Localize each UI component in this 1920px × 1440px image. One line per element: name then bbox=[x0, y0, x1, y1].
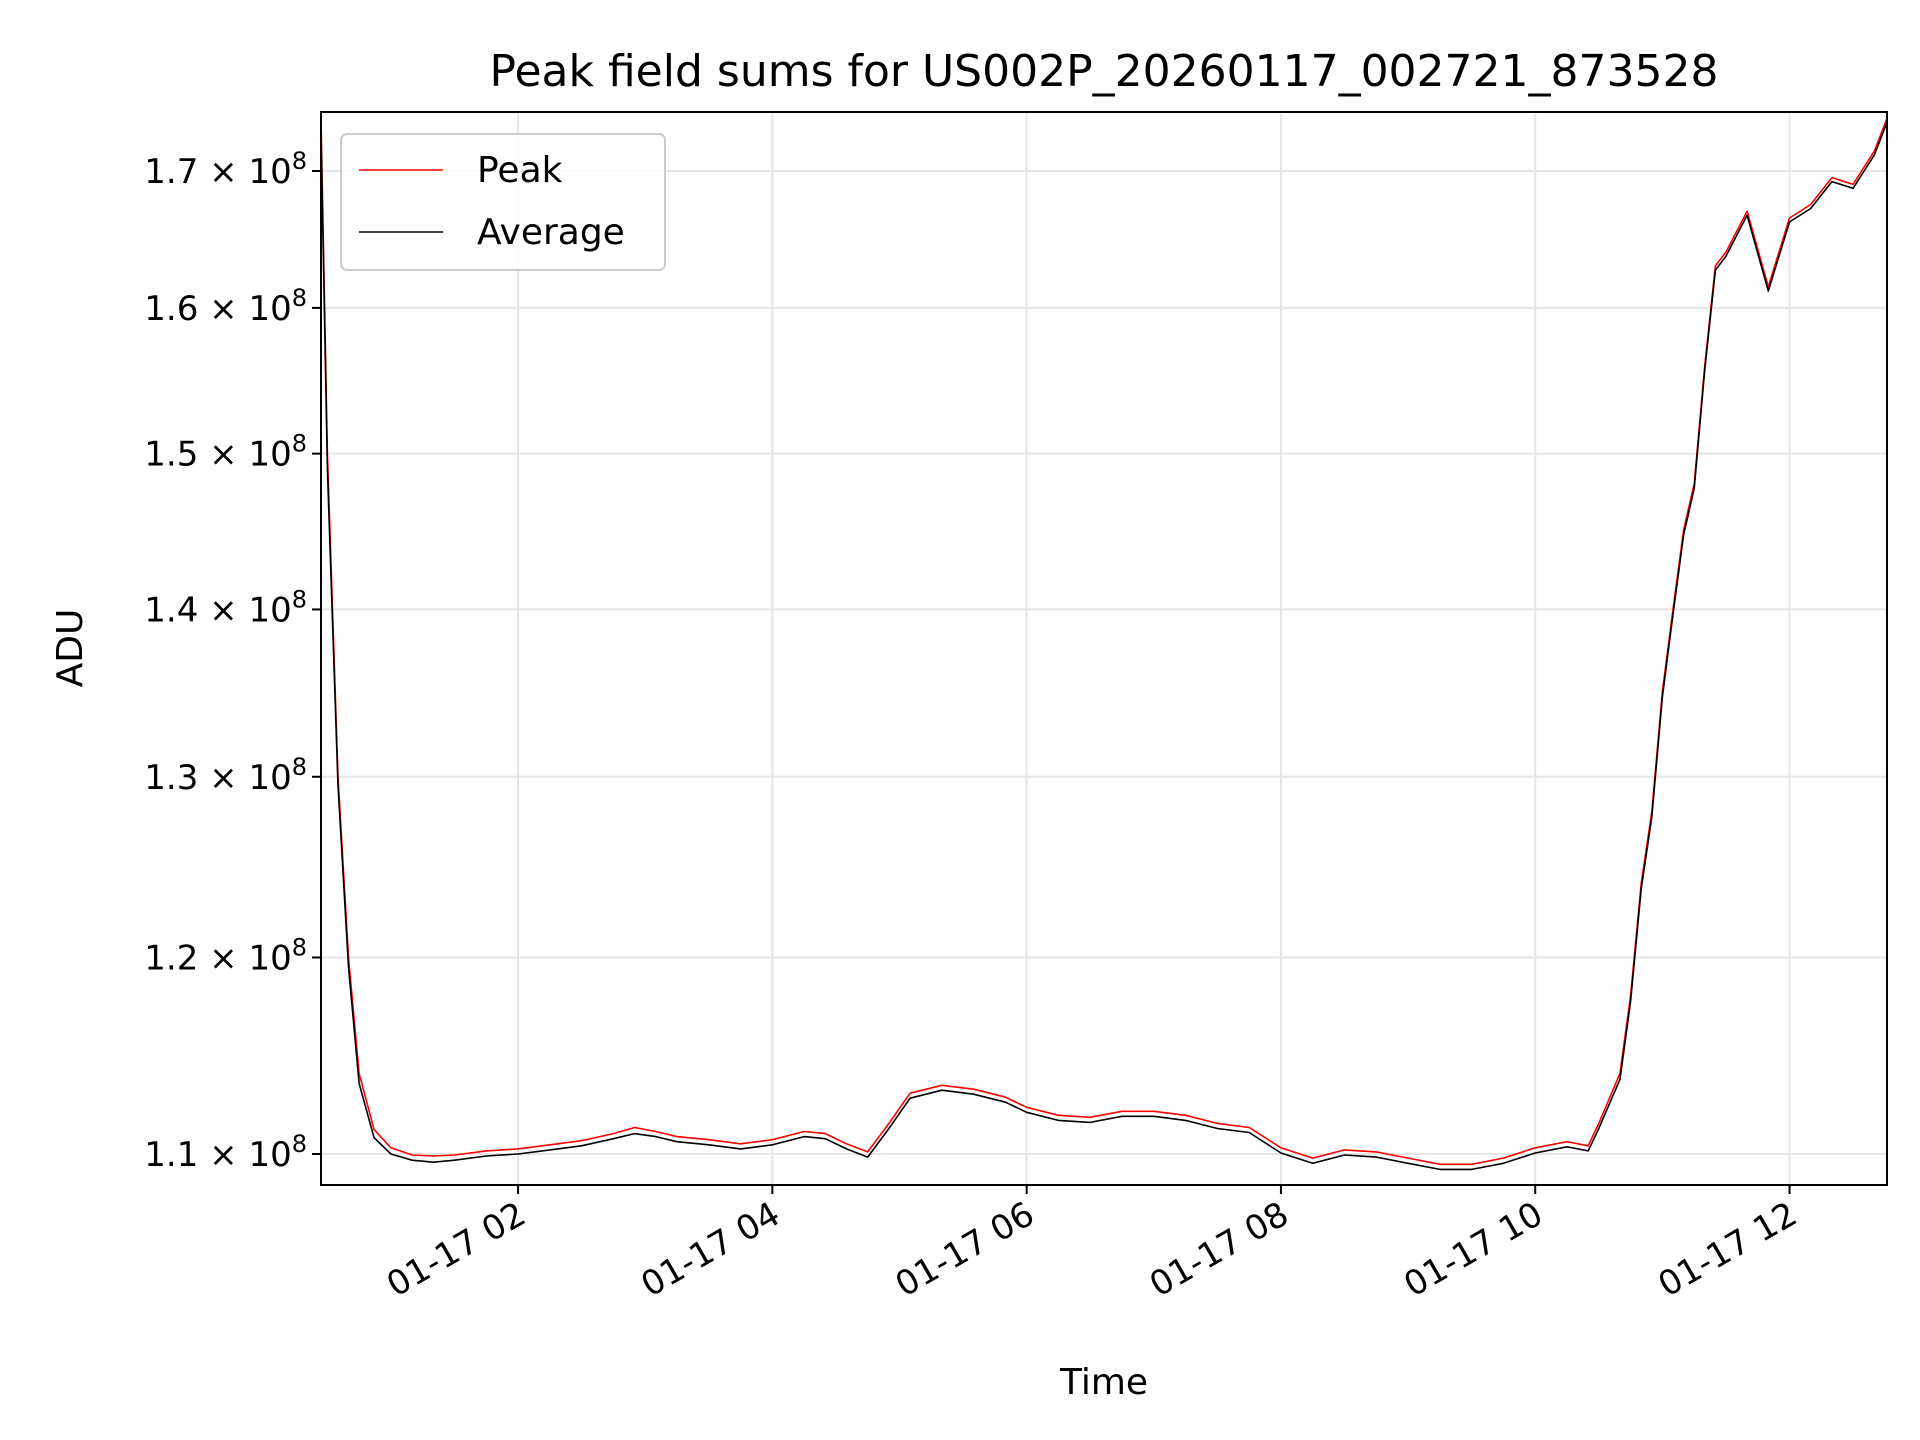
x-axis-label: Time bbox=[1059, 1362, 1148, 1403]
y-tick-label: 1.7 × 108 bbox=[144, 147, 307, 192]
series-line-peak bbox=[320, 118, 1888, 1166]
legend: Peak Average bbox=[340, 133, 666, 271]
chart-title: Peak field sums for US002P_20260117_0027… bbox=[490, 46, 1719, 97]
legend-box bbox=[340, 133, 666, 271]
series-line-average bbox=[320, 122, 1888, 1171]
y-tick-label: 1.5 × 108 bbox=[144, 430, 307, 475]
legend-label-average: Average bbox=[477, 212, 625, 253]
legend-label-peak: Peak bbox=[477, 150, 563, 191]
y-tick-label: 1.2 × 108 bbox=[144, 934, 307, 979]
y-tick-label: 1.4 × 108 bbox=[144, 585, 307, 630]
y-axis-label: ADU bbox=[50, 609, 91, 688]
plot-frame bbox=[320, 111, 1888, 1186]
y-tick-label: 1.3 × 108 bbox=[144, 753, 307, 798]
y-tick-label: 1.1 × 108 bbox=[144, 1130, 307, 1175]
y-tick-label: 1.6 × 108 bbox=[144, 284, 307, 329]
